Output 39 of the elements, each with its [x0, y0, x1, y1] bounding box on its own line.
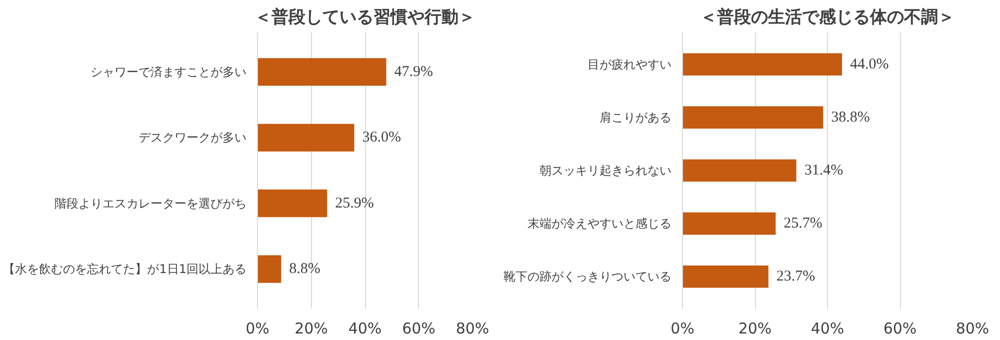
data-label: 23.7% [776, 268, 816, 285]
x-tick-label: 80% [956, 320, 990, 338]
bar [682, 106, 824, 129]
data-label: 8.8% [289, 261, 320, 278]
bar [258, 124, 354, 152]
x-tick-label: 0% [670, 320, 694, 338]
y-tick-label: 【水を飲むのを忘れてた】が1日1回以上ある [3, 262, 247, 276]
x-tick-label: 60% [883, 320, 917, 338]
y-tick-label: 靴下の跡がくっきりついている [504, 270, 672, 284]
chart-title: ＜普段の生活で感じる体の不調＞ [700, 6, 955, 28]
x-tick-label: 0% [246, 320, 270, 338]
data-label: 31.4% [804, 162, 844, 178]
bar [682, 266, 768, 288]
bar [258, 58, 386, 86]
x-tick-label: 40% [348, 320, 382, 338]
data-label: 47.9% [394, 64, 433, 80]
y-tick-label: 朝スッキリ起きられない [540, 164, 672, 178]
bar [258, 190, 328, 218]
y-tick-label: デスクワークが多い [138, 130, 246, 145]
x-tick-label: 60% [402, 320, 436, 338]
x-tick-label: 20% [738, 320, 772, 338]
data-label: 25.9% [335, 195, 374, 212]
bar [682, 159, 796, 182]
y-tick-label: 階段よりエスカレーターを選びがち [54, 196, 246, 210]
data-label: 44.0% [850, 56, 889, 72]
y-tick-label: シャワーで済ますことが多い [90, 64, 246, 79]
data-label: 36.0% [362, 130, 401, 146]
bar [682, 53, 842, 76]
y-tick-label: 目が疲れやすい [588, 57, 672, 72]
y-tick-label: 末端が冷えやすいと感じる [528, 216, 672, 231]
data-label: 38.8% [831, 109, 870, 126]
bar [258, 255, 282, 283]
y-tick-label: 肩こりがある [600, 110, 672, 124]
data-label: 25.7% [784, 216, 822, 232]
x-tick-label: 80% [456, 320, 490, 338]
x-tick-label: 40% [810, 320, 844, 338]
chart-title: ＜普段している習慣や行動＞ [254, 6, 476, 28]
bar [682, 212, 776, 235]
x-tick-label: 20% [294, 320, 328, 338]
